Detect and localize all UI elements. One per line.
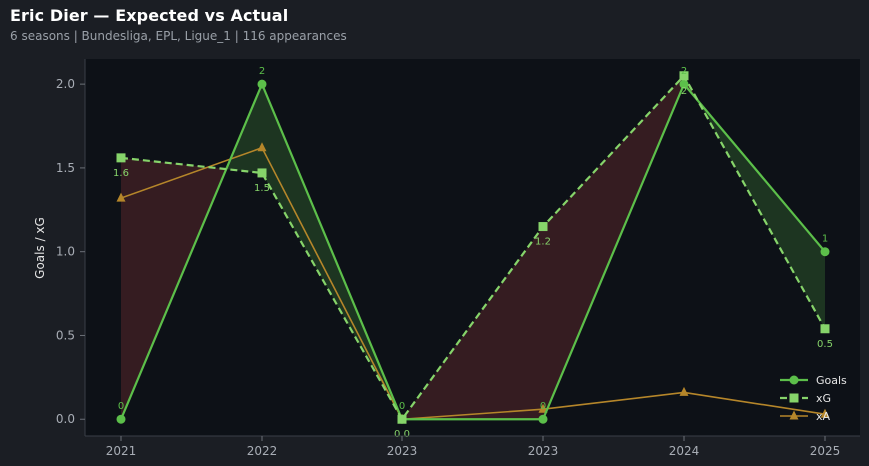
- y-tick-label: 0.0: [56, 412, 75, 426]
- goals-data-label: 2: [681, 66, 687, 77]
- xg-data-label: 1.2: [535, 237, 551, 248]
- xg-line: [120, 74, 826, 421]
- legend-marker: [789, 375, 799, 385]
- legend-label: xG: [816, 392, 831, 405]
- y-tick-label: 1.0: [56, 245, 75, 259]
- goals-data-label: 0: [399, 401, 405, 412]
- xg-point: [538, 222, 548, 232]
- xg-point: [679, 71, 689, 81]
- legend-item-xg: xG: [780, 392, 831, 405]
- series-layer: [116, 71, 830, 424]
- overperformance-fill: [697, 100, 825, 329]
- xg-point: [820, 324, 830, 334]
- xa-point: [257, 142, 267, 152]
- legend-label: Goals: [816, 374, 847, 387]
- chart-title: Eric Dier — Expected vs Actual: [10, 6, 289, 25]
- x-tick-label: 2021: [106, 444, 137, 458]
- goals-point: [679, 79, 689, 89]
- legend-marker: [789, 393, 799, 403]
- legend: Goals xG xA: [780, 374, 847, 423]
- x-tick-label: 2025: [810, 444, 841, 458]
- xg-data-label: 0.5: [817, 339, 833, 350]
- legend-label: xA: [816, 410, 831, 423]
- xg-data-label: 1.5: [254, 183, 270, 194]
- x-tick-label: 2024: [669, 444, 700, 458]
- legend-item-xa: xA: [780, 410, 831, 423]
- xa-point: [116, 192, 126, 202]
- xg-point: [257, 168, 267, 178]
- goals-point: [116, 414, 126, 424]
- chart-header: Eric Dier — Expected vs Actual 6 seasons…: [10, 6, 347, 43]
- y-tick-label: 2.0: [56, 77, 75, 91]
- y-tick-label: 1.5: [56, 161, 75, 175]
- goals-data-label: 0: [118, 401, 124, 412]
- series-xg: [116, 71, 830, 424]
- goals-data-label: 0: [540, 401, 546, 412]
- chart-subtitle: 6 seasons | Bundesliga, EPL, Ligue_1 | 1…: [10, 29, 347, 43]
- xg-data-label: 2: [681, 86, 687, 97]
- xa-line: [120, 147, 826, 421]
- goals-point: [538, 414, 548, 424]
- legend-marker: [789, 410, 799, 420]
- goals-line: [119, 83, 826, 421]
- xa-point: [820, 408, 830, 418]
- x-tick-label: 2023: [387, 444, 418, 458]
- label-layer: 0 2 0 0 2 1 1.6 1.5 0.0 1.2 2 0.5: [113, 66, 833, 440]
- xg-data-label: 1.6: [113, 168, 129, 179]
- goals-point: [820, 247, 830, 257]
- y-tick-label: 0.5: [56, 328, 75, 342]
- goals-point: [257, 79, 267, 89]
- x-tick-label: 2023: [528, 444, 559, 458]
- xg-point: [116, 153, 126, 163]
- xg-data-label: 0.0: [394, 429, 410, 440]
- x-tick-label: 2022: [247, 444, 278, 458]
- xa-point: [679, 386, 689, 396]
- xa-point: [538, 403, 548, 413]
- goals-data-label: 1: [822, 234, 828, 245]
- xg-point: [397, 414, 407, 424]
- goals-data-label: 2: [259, 66, 265, 77]
- y-axis-label: Goals / xG: [33, 217, 47, 279]
- legend-item-goals: Goals: [780, 374, 847, 387]
